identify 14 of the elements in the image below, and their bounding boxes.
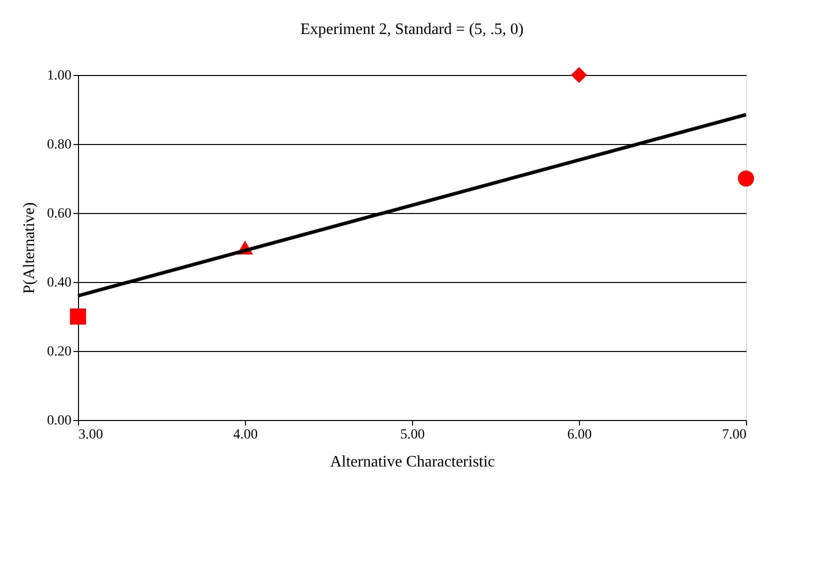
y-tick-label: 0.20 [47, 344, 72, 360]
y-tick-label: 0.00 [47, 414, 72, 428]
y-axis-title: P(Alternative) [21, 202, 38, 294]
y-tick-label: 0.80 [47, 138, 72, 152]
y-tick-label: 0.40 [47, 276, 72, 290]
y-tick-label: 0.60 [47, 206, 72, 222]
x-axis-title: Alternative Characteristic [330, 454, 495, 470]
x-tick-label: 3.00 [78, 428, 103, 442]
x-tick-label: 7.00 [722, 428, 746, 442]
chart-title: Experiment 2, Standard = (5, .5, 0) [300, 20, 524, 38]
x-tick-label: 5.00 [400, 428, 425, 442]
x-tick-label: 4.00 [233, 428, 258, 442]
x-tick-label: 6.00 [567, 428, 592, 442]
y-tick-label: 1.00 [47, 68, 72, 84]
